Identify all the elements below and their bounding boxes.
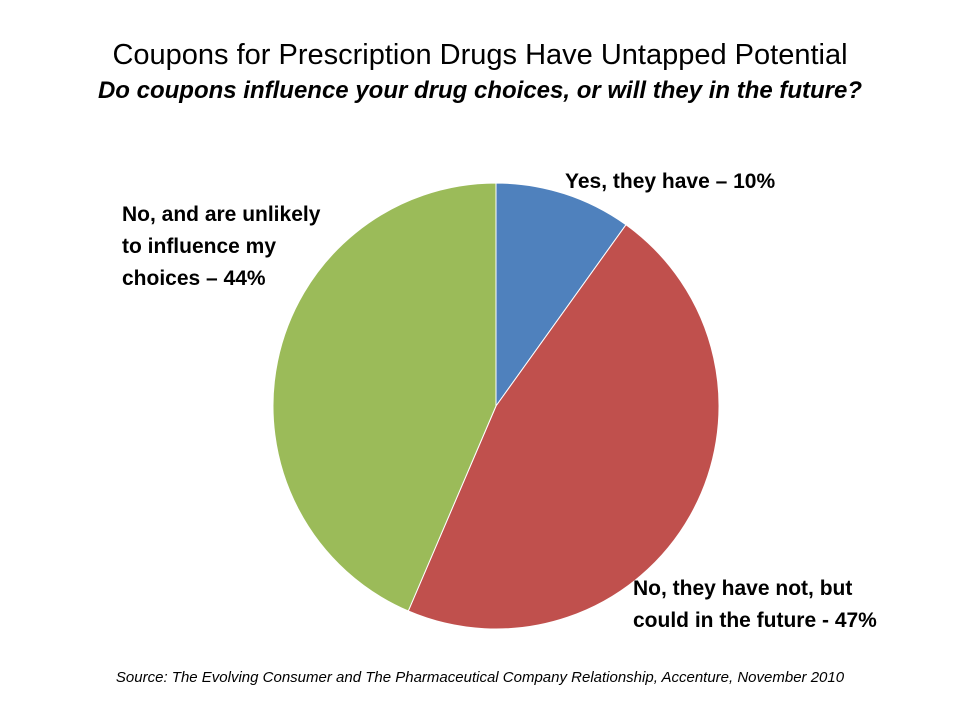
source-note: Source: The Evolving Consumer and The Ph…: [115, 669, 845, 686]
chart-subtitle: Do coupons influence your drug choices, …: [97, 77, 863, 104]
pie-slice-could-in-future: [407, 224, 720, 630]
slice-label-unlikely-line: No, and are unlikely: [122, 203, 321, 226]
chart-title: Coupons for Prescription Drugs Have Unta…: [112, 39, 848, 71]
slice-label-could-in-future-line: No, they have not, but: [633, 577, 853, 600]
pie-slice-unlikely: [272, 182, 497, 612]
slice-label-yes-line: Yes, they have – 10%: [565, 170, 776, 193]
slice-label-could-in-future-line: could in the future - 47%: [633, 609, 877, 632]
slice-label-could-in-future: No, they have not, but could in the futu…: [633, 573, 877, 637]
slice-label-unlikely: No, and are unlikely to influence my cho…: [122, 199, 320, 295]
slice-label-yes: Yes, they have – 10%: [565, 166, 775, 198]
pie-slice-yes: [495, 182, 627, 408]
slice-label-unlikely-line: choices – 44%: [122, 267, 266, 290]
slice-label-unlikely-line: to influence my: [122, 235, 277, 258]
